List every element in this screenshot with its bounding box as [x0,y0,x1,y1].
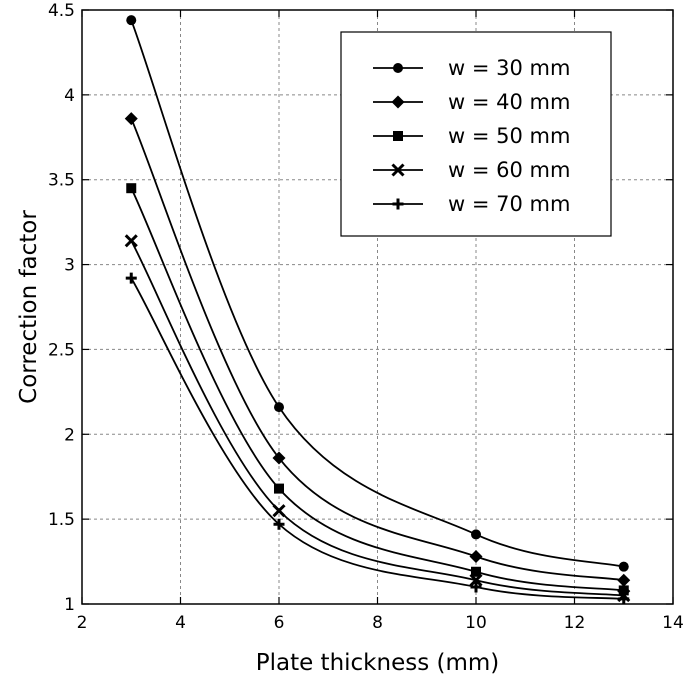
data-point-plus [470,581,482,593]
series-lines [130,19,624,600]
legend-marker-plus [392,198,404,210]
series-line [130,187,624,592]
legend-label: w = 60 mm [448,158,570,182]
legend-label: w = 30 mm [448,56,570,80]
x-tick-label: 6 [274,613,285,633]
y-tick-label: 3.5 [48,171,75,191]
x-tick-label: 10 [465,613,487,633]
y-axis-title: Correction factor [16,210,42,404]
x-tick-label: 14 [662,613,684,633]
data-point-circle [471,529,481,540]
x-tick-label: 12 [564,613,586,633]
legend-label: w = 50 mm [448,124,570,148]
legend-marker-x [391,163,405,177]
y-tick-label: 4.5 [48,1,75,21]
data-point-x [272,504,286,518]
data-point-x [124,234,138,248]
data-point-plus [273,518,285,530]
y-tick-label: 1.5 [48,510,75,530]
legend-marker-circle [393,63,403,73]
data-point-square [126,183,137,194]
legend: w = 30 mm w = 40 mm w = 50 mm w = 60 mm w = … [340,31,612,237]
series-line [130,240,624,597]
axis-ticks: 2 4 6 8 10 12 14 1 1.5 2 2.5 3 3.5 4 4.5 [48,1,684,633]
data-point-circle [126,15,137,26]
legend-marker-diamond [391,95,405,109]
data-point-square [471,566,481,577]
data-point-square [274,483,284,494]
x-axis-title: Plate thickness (mm) [256,650,500,676]
data-point-diamond [272,451,286,465]
y-tick-label: 1 [64,595,75,615]
y-tick-label: 2 [64,425,75,445]
y-tick-label: 2.5 [48,340,75,360]
data-point-plus [618,593,630,605]
data-point-diamond [617,573,631,587]
x-tick-label: 8 [372,613,383,633]
series-line [130,277,624,600]
series-markers [124,15,631,605]
x-tick-label: 2 [77,613,88,633]
series-line [130,19,624,568]
legend-label: w = 40 mm [448,90,570,114]
series-line [130,118,624,582]
data-point-circle [274,402,284,413]
data-point-plus [125,272,137,284]
y-tick-label: 4 [64,86,75,106]
legend-box [340,31,612,237]
legend-label: w = 70 mm [448,192,570,216]
data-point-diamond [469,549,483,563]
legend-marker-square [393,131,403,141]
data-point-x [469,573,483,587]
data-point-circle [618,561,629,572]
x-tick-label: 4 [175,613,186,633]
data-point-diamond [124,112,138,126]
y-tick-label: 3 [64,256,75,276]
data-point-square [618,585,629,596]
